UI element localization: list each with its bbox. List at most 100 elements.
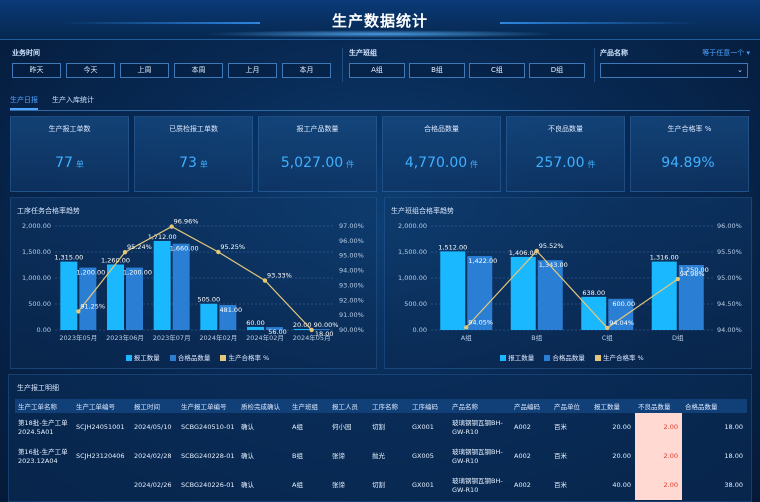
filter-group-product: 产品名称 等于任意一个 ▾ ⌄ (596, 44, 752, 84)
y-tick-label: 0.00 (37, 326, 51, 334)
table-cell: 切割 (372, 481, 385, 489)
table-cell: 确认 (241, 452, 254, 460)
table-cell: 张谛 (332, 452, 345, 460)
filter-group-team: 生产班组 A组 B组 C组 D组 (345, 44, 593, 84)
tab-warehouse-stats[interactable]: 生产入库统计 (52, 96, 94, 104)
detail-panel: 生产报工明细 生产工单名称 生产工单编号 报工时间 生产报工单编号 质检完成确认 生产班组… (8, 374, 752, 502)
kpi-card-qualified: 合格品数量 4,770.00 件 (382, 116, 501, 192)
filter-team-d[interactable]: D组 (529, 63, 585, 78)
table-cell: A组 (292, 481, 303, 489)
table-cell: SCJH23120406 (76, 452, 125, 460)
table-cell: SCBG240228-01 (181, 452, 235, 460)
rate-value-label: 95.25% (220, 243, 245, 251)
filter-group-time: 业务时间 昨天 今天 上周 本周 上月 本月 (8, 44, 340, 84)
table-cell: B组 (292, 452, 303, 460)
filter-bar: 业务时间 昨天 今天 上周 本周 上月 本月 生产班组 A组 B组 C组 D组 … (8, 44, 752, 88)
table-row[interactable]: 第18批-生产工单2024.5A01 SCJH24051001 2024/05/10… (15, 413, 747, 442)
y-tick-label: 500.00 (28, 300, 51, 308)
detail-table: 生产工单名称 生产工单编号 报工时间 生产报工单编号 质检完成确认 生产班组 报工人员 工序名… (15, 399, 747, 500)
table-cell: 百米 (554, 452, 567, 460)
filter-team-a[interactable]: A组 (349, 63, 405, 78)
x-tick-label: C组 (602, 333, 614, 342)
bar-value-label: 505.00 (197, 296, 220, 304)
rate-line (77, 225, 313, 331)
column-header: 报工时间 (131, 399, 178, 413)
filter-time-last-month[interactable]: 上月 (228, 63, 277, 78)
bar-value-label: 638.00 (582, 289, 605, 297)
kpi-label: 不良品数量 (548, 125, 583, 133)
product-select[interactable]: ⌄ (600, 63, 748, 78)
filter-team-c[interactable]: C组 (469, 63, 525, 78)
legend-swatch (544, 355, 551, 361)
y2-tick-label: 95.00% (717, 274, 742, 282)
x-tick-label: B组 (531, 333, 542, 342)
bar-value-label: 1,512.00 (438, 243, 467, 251)
column-header: 合格品数量 (682, 399, 747, 413)
bar-value-label: 1,660.00 (170, 245, 199, 253)
column-header: 报工人员 (329, 399, 369, 413)
rate-point (76, 309, 81, 314)
bar-value-label: 1,316.00 (650, 254, 679, 262)
rate-point (675, 276, 680, 282)
bar-report-qty (60, 261, 78, 330)
table-cell: 玻璃钢钢瓦钢BH-GW-R10 (452, 418, 503, 436)
table-cell: A002 (514, 452, 531, 460)
kpi-value: 4,770.00 件 (404, 155, 479, 171)
rate-value-label: 94.04% (609, 319, 634, 327)
filter-time-last-week[interactable]: 上周 (120, 63, 169, 78)
column-header: 产品名称 (449, 399, 511, 413)
title-glow (200, 30, 560, 38)
bar-qualified-qty (126, 267, 143, 330)
filter-time-this-week[interactable]: 本周 (174, 63, 223, 78)
table-row[interactable]: 第16批-生产工单2023.12A04 SCJH23120406 2024/02/2… (15, 442, 747, 471)
table-cell: 40.00 (612, 481, 631, 489)
y2-tick-label: 96.00% (339, 237, 364, 245)
table-body: 第18批-生产工单2024.5A01 SCJH24051001 2024/05/10… (15, 413, 747, 500)
y2-tick-label: 94.00% (339, 267, 364, 275)
bar-report-qty (293, 328, 311, 330)
chart-panel-process: 工序任务合格率趋势 0.00 500.00 1,000.00 1,500.00 2,00… (10, 197, 377, 369)
table-cell: 2.00 (635, 442, 682, 471)
bar-value-label: 1,250.00 (680, 266, 709, 274)
filter-time-yesterday[interactable]: 昨天 (12, 63, 61, 78)
table-cell: 玻璃钢钢瓦钢BH-GW-R10 (452, 447, 503, 465)
y2-tick-label: 94.00% (717, 326, 742, 334)
filter-time-today[interactable]: 今天 (66, 63, 115, 78)
table-cell: SCBG240226-01 (181, 481, 235, 489)
table-row[interactable]: 2024/02/26 SCBG240226-01 确认 A组 张谛 切割 GX001 玻璃钢钢… (15, 471, 747, 500)
tab-daily-report[interactable]: 生产日报 (10, 95, 38, 110)
legend-label: 报工数量 (133, 354, 160, 362)
table-cell: 百米 (554, 423, 567, 431)
column-header: 生产工单编号 (73, 399, 131, 413)
bar-value-label: 60.00 (246, 319, 265, 327)
column-header: 生产工单名称 (15, 399, 73, 413)
table-cell: 20.00 (612, 452, 631, 460)
x-tick-label: D组 (672, 333, 684, 342)
filter-label-time: 业务时间 (12, 49, 40, 57)
rate-value-label: 96.96% (174, 218, 199, 226)
y-tick-label: 1,000.00 (398, 274, 427, 282)
bar-qualified-qty (678, 265, 704, 330)
rate-point (534, 248, 539, 254)
x-tick-label: A组 (461, 333, 472, 342)
product-match-mode-link[interactable]: 等于任意一个 ▾ (702, 49, 750, 57)
bar-report-qty (247, 326, 264, 330)
bar-report-qty (107, 264, 124, 330)
y2-tick-label: 97.00% (339, 222, 364, 230)
rate-point (122, 249, 128, 255)
table-cell: 38.00 (724, 481, 743, 489)
chart-legend: 报工数量 合格品数量 生产合格率 % (385, 352, 751, 362)
kpi-label: 生产报工单数 (48, 125, 91, 133)
table-cell (15, 471, 73, 500)
bar-report-qty (651, 261, 677, 330)
table-cell: 18.00 (724, 452, 743, 460)
legend-label: 合格品数量 (552, 354, 585, 362)
column-header: 不良品数量 (635, 399, 682, 413)
filter-time-this-month[interactable]: 本月 (282, 63, 331, 78)
y-tick-label: 0.00 (413, 326, 427, 334)
rate-point (216, 249, 221, 255)
table-cell: 2.00 (635, 471, 682, 500)
filter-team-b[interactable]: B组 (409, 63, 465, 78)
rate-point (262, 278, 268, 283)
table-cell: A002 (514, 423, 531, 431)
